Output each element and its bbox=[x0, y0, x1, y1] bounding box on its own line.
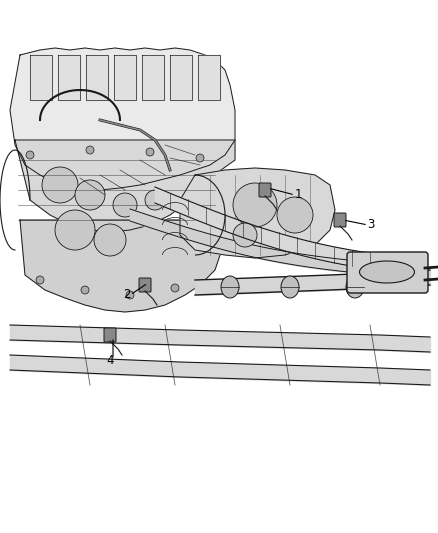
Polygon shape bbox=[58, 55, 80, 100]
Circle shape bbox=[42, 167, 78, 203]
Circle shape bbox=[36, 276, 44, 284]
Circle shape bbox=[113, 193, 137, 217]
Ellipse shape bbox=[221, 276, 239, 298]
Polygon shape bbox=[114, 55, 136, 100]
FancyBboxPatch shape bbox=[139, 278, 151, 292]
Ellipse shape bbox=[281, 276, 299, 298]
Text: 2: 2 bbox=[123, 288, 131, 302]
Polygon shape bbox=[170, 55, 192, 100]
Circle shape bbox=[171, 284, 179, 292]
Polygon shape bbox=[30, 55, 52, 100]
FancyBboxPatch shape bbox=[347, 252, 428, 293]
FancyBboxPatch shape bbox=[104, 328, 116, 342]
Circle shape bbox=[145, 190, 165, 210]
Circle shape bbox=[75, 180, 105, 210]
Circle shape bbox=[26, 151, 34, 159]
Circle shape bbox=[146, 148, 154, 156]
FancyBboxPatch shape bbox=[334, 213, 346, 227]
Polygon shape bbox=[10, 48, 235, 190]
Polygon shape bbox=[86, 55, 108, 100]
Circle shape bbox=[233, 183, 277, 227]
Circle shape bbox=[196, 154, 204, 162]
Polygon shape bbox=[198, 55, 220, 100]
Polygon shape bbox=[15, 140, 235, 232]
Circle shape bbox=[86, 146, 94, 154]
Ellipse shape bbox=[346, 276, 364, 298]
Circle shape bbox=[55, 210, 95, 250]
Circle shape bbox=[94, 224, 126, 256]
Polygon shape bbox=[180, 168, 335, 258]
Circle shape bbox=[126, 291, 134, 299]
Text: 3: 3 bbox=[367, 219, 374, 231]
Polygon shape bbox=[20, 220, 220, 312]
Text: 1: 1 bbox=[294, 189, 302, 201]
Polygon shape bbox=[142, 55, 164, 100]
Ellipse shape bbox=[360, 261, 414, 283]
Circle shape bbox=[81, 286, 89, 294]
Circle shape bbox=[277, 197, 313, 233]
Circle shape bbox=[233, 223, 257, 247]
Text: 4: 4 bbox=[106, 353, 114, 367]
FancyBboxPatch shape bbox=[259, 183, 271, 197]
